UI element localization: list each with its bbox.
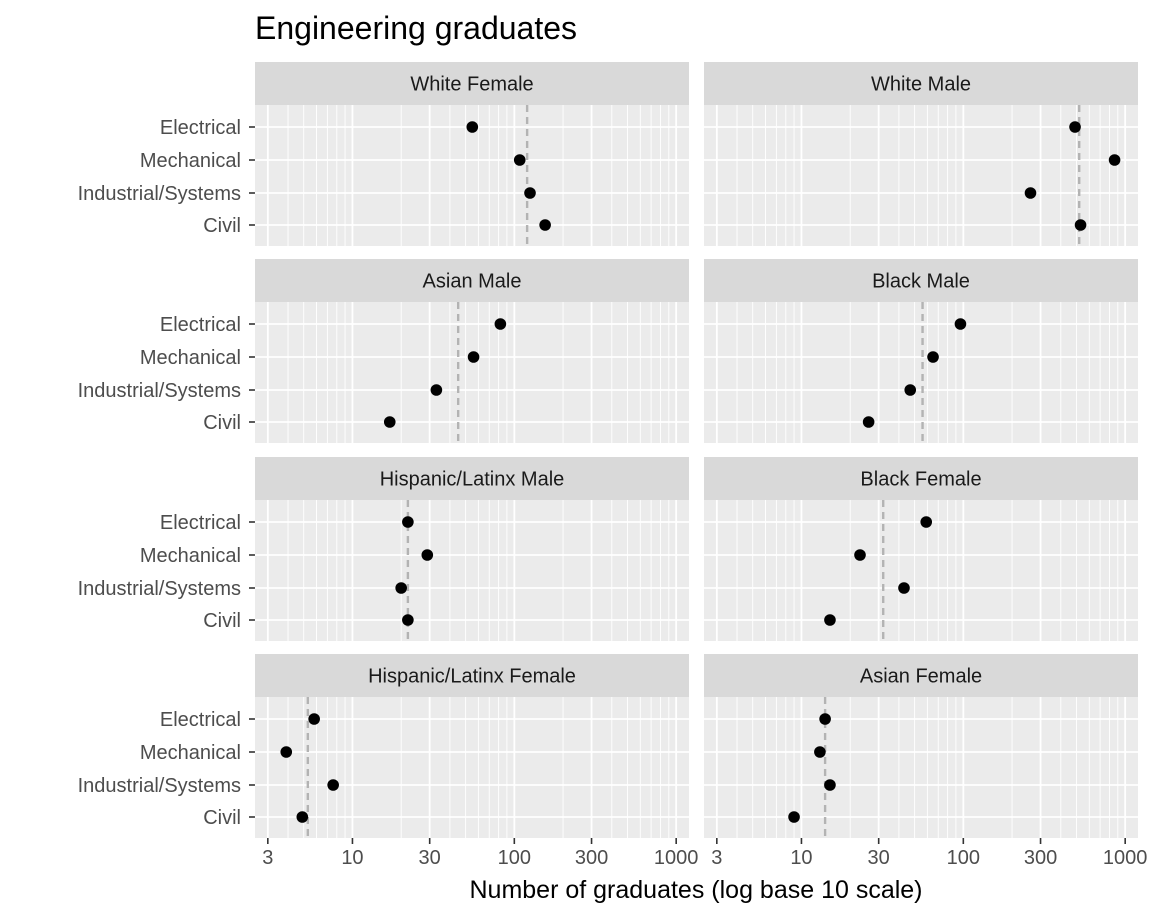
x-axis-2: 3 10 30 100 300 1000 <box>711 838 1147 869</box>
x-tick-label: 1000 <box>654 847 699 869</box>
category-label: Mechanical <box>140 150 241 172</box>
x-tick-label: 10 <box>790 847 812 869</box>
panel-white-female: White Female Electrical Mechanical Industri… <box>78 62 689 246</box>
x-tick-label: 1000 <box>1103 847 1148 869</box>
chart-title: Engineering graduates <box>255 10 577 46</box>
point-civil <box>539 219 551 231</box>
point-mechanical <box>1108 154 1121 166</box>
x-tick-label: 30 <box>419 847 441 869</box>
point-civil <box>788 811 800 823</box>
strip-label: Hispanic/Latinx Female <box>368 666 576 688</box>
strip-label: Black Male <box>872 271 970 293</box>
strip-label: Asian Female <box>860 666 982 688</box>
x-tick-label: 100 <box>498 847 531 869</box>
category-label: Civil <box>203 412 241 434</box>
strip-label: White Female <box>410 74 533 96</box>
x-axis-1: 3 10 30 100 300 1000 <box>262 838 698 869</box>
strip-background <box>704 457 1138 500</box>
category-label: Industrial/Systems <box>78 183 241 205</box>
strip-background <box>255 62 689 105</box>
panel-asian-male: Asian Male Electrical Mechanical Industrial… <box>78 259 689 443</box>
panel-asian-female: Asian Female <box>704 654 1138 838</box>
point-industrial-systems <box>824 779 836 791</box>
x-axis-title: Number of graduates (log base 10 scale) <box>469 876 922 904</box>
strip-background <box>255 654 689 697</box>
x-tick-label: 30 <box>868 847 890 869</box>
strip-label: White Male <box>871 74 971 96</box>
point-electrical <box>819 713 831 725</box>
point-industrial-systems <box>524 187 536 199</box>
strip-label: Hispanic/Latinx Male <box>380 469 565 491</box>
point-mechanical <box>927 351 939 363</box>
x-tick-label: 100 <box>947 847 980 869</box>
point-electrical <box>308 713 320 725</box>
category-label: Industrial/Systems <box>78 578 241 600</box>
facet-panels: White Female Electrical Mechanical Industri… <box>78 62 1138 838</box>
point-mechanical <box>513 154 526 166</box>
category-label: Electrical <box>160 512 241 534</box>
category-label: Industrial/Systems <box>78 380 241 402</box>
point-industrial-systems <box>430 384 443 396</box>
point-industrial-systems <box>327 779 339 791</box>
x-axes: 3 10 30 100 300 1000 3 10 30 100 300 1000 <box>262 838 1147 869</box>
x-tick-label: 10 <box>341 847 363 869</box>
point-civil <box>862 416 875 428</box>
category-label: Mechanical <box>140 347 241 369</box>
strip-background <box>704 259 1138 302</box>
point-electrical <box>466 121 479 133</box>
point-mechanical <box>467 351 480 363</box>
point-mechanical <box>421 549 434 561</box>
category-label: Civil <box>203 610 241 632</box>
category-label: Mechanical <box>140 742 241 764</box>
point-electrical <box>954 318 967 330</box>
point-electrical <box>920 516 933 528</box>
category-label: Mechanical <box>140 545 241 567</box>
point-civil <box>296 811 309 823</box>
category-label: Industrial/Systems <box>78 775 241 797</box>
point-electrical <box>1069 121 1081 133</box>
strip-background <box>704 654 1138 697</box>
point-electrical <box>402 516 414 528</box>
point-civil <box>824 614 836 626</box>
x-tick-label: 3 <box>711 847 722 869</box>
x-tick-label: 3 <box>262 847 273 869</box>
category-label: Electrical <box>160 117 241 139</box>
point-industrial-systems <box>904 384 917 396</box>
panel-hispanic-latinx-female: Hispanic/Latinx Female Electrical Mechanic… <box>78 654 689 838</box>
x-tick-label: 300 <box>575 847 608 869</box>
x-tick-label: 300 <box>1024 847 1057 869</box>
point-civil <box>1074 219 1087 231</box>
panel-hispanic-latinx-male: Hispanic/Latinx Male Electrical Mechanical… <box>78 457 689 641</box>
category-label: Electrical <box>160 314 241 336</box>
point-industrial-systems <box>898 582 910 594</box>
category-label: Civil <box>203 807 241 829</box>
point-mechanical <box>280 746 293 758</box>
panel-black-male: Black Male <box>704 259 1138 443</box>
point-mechanical <box>854 549 866 561</box>
category-label: Electrical <box>160 709 241 731</box>
point-electrical <box>494 318 507 330</box>
strip-label: Asian Male <box>423 271 522 293</box>
point-industrial-systems <box>1024 187 1037 199</box>
panel-black-female: Black Female <box>704 457 1138 641</box>
strip-label: Black Female <box>860 469 981 491</box>
point-mechanical <box>814 746 826 758</box>
strip-background <box>255 259 689 302</box>
panel-white-male: White Male <box>704 62 1138 246</box>
category-label: Civil <box>203 215 241 237</box>
point-industrial-systems <box>395 582 407 594</box>
strip-background <box>255 457 689 500</box>
point-civil <box>402 614 414 626</box>
point-civil <box>383 416 396 428</box>
strip-background <box>704 62 1138 105</box>
